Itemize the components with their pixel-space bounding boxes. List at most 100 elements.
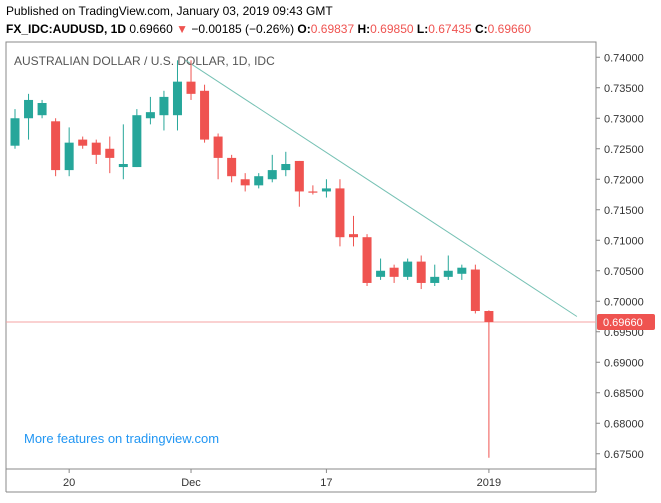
price-tick-label: 0.74000 — [604, 52, 644, 64]
candle — [430, 264, 440, 286]
time-tick-label: Dec — [181, 477, 201, 489]
price-tick-label: 0.70500 — [604, 266, 644, 278]
candle — [267, 154, 277, 183]
open-label: O: — [297, 22, 311, 36]
candle — [470, 264, 480, 314]
candle-body — [321, 188, 331, 192]
candle — [159, 90, 169, 131]
instrument-title: AUSTRALIAN DOLLAR / U.S. DOLLAR, 1D, IDC — [14, 54, 275, 68]
price-tick-label: 0.71500 — [604, 205, 644, 217]
close-value: 0.69660 — [487, 22, 532, 36]
price-tick-label: 0.67500 — [604, 449, 644, 461]
candle-body — [145, 112, 155, 119]
candle — [51, 118, 61, 177]
candle-body — [37, 103, 47, 116]
last-price-label: 0.69660 — [597, 313, 655, 330]
candle-body — [227, 157, 237, 177]
time-tick-label: 17 — [320, 477, 332, 489]
low-value: 0.67435 — [428, 22, 472, 36]
candle-body — [281, 164, 291, 171]
candle — [37, 99, 47, 119]
candles-group — [10, 60, 494, 458]
candle — [64, 127, 74, 177]
time-axis-ticks: 20 Dec 17 2019 — [63, 469, 501, 489]
candle-body — [64, 142, 74, 171]
high-value: 0.69850 — [370, 22, 414, 36]
candle-body — [78, 139, 88, 146]
candle-body — [430, 276, 440, 283]
candle — [118, 124, 128, 180]
last-price-value: 0.69660 — [129, 22, 173, 36]
price-tick-label: 0.72000 — [604, 174, 644, 186]
down-arrow-icon: ▼ — [176, 22, 188, 36]
candle-body — [240, 179, 250, 186]
price-tick-label: 0.71000 — [604, 235, 644, 247]
price-tick-label: 0.72500 — [604, 144, 644, 156]
candle-body — [186, 81, 196, 94]
candle-body — [132, 115, 142, 168]
candle — [78, 136, 88, 149]
candle-body — [349, 234, 358, 238]
candle — [389, 264, 399, 283]
candle-body — [213, 136, 223, 158]
candle — [403, 258, 413, 280]
trendline[interactable] — [185, 59, 578, 317]
time-tick-label: 20 — [63, 477, 75, 489]
candle-body — [443, 270, 453, 277]
candle — [91, 139, 101, 164]
published-caption: Published on TradingView.com, January 03… — [6, 4, 333, 18]
symbol-label: FX_IDC:AUDUSD, 1D — [6, 22, 127, 36]
candle — [457, 264, 467, 280]
low-label: L: — [416, 22, 429, 36]
last-price-label-text: 0.69660 — [603, 317, 643, 329]
candle-body — [172, 81, 182, 116]
candle — [254, 173, 264, 189]
candle-body — [200, 90, 210, 140]
price-tick-label: 0.73500 — [604, 83, 644, 95]
tradingview-watermark[interactable]: More features on tradingview.com — [24, 431, 219, 446]
price-tick-label: 0.73000 — [604, 113, 644, 125]
symbol-ohlc-legend: FX_IDC:AUDUSD, 1D 0.69660 ▼ −0.00185 (−0… — [6, 22, 531, 36]
candle-body — [159, 96, 169, 116]
candle-body — [105, 148, 115, 158]
candle — [321, 179, 331, 198]
candle — [227, 154, 237, 183]
candle-body — [457, 267, 467, 274]
candle — [349, 215, 358, 247]
candle — [105, 136, 115, 174]
candle-body — [267, 170, 277, 180]
price-tick-label: 0.69000 — [604, 357, 644, 369]
candle — [172, 60, 182, 131]
candle — [376, 258, 386, 280]
candle-body — [294, 160, 304, 192]
candle — [186, 60, 196, 100]
candle-body — [308, 191, 318, 193]
candle-body — [335, 188, 345, 238]
candle-body — [118, 164, 128, 168]
candle — [10, 109, 20, 149]
price-tick-label: 0.68000 — [604, 418, 644, 430]
candle — [281, 151, 291, 177]
trendline-group[interactable] — [185, 59, 578, 317]
close-label: C: — [474, 22, 488, 36]
candle — [132, 109, 142, 168]
candle — [443, 255, 453, 280]
candle — [362, 234, 372, 286]
candle-body — [416, 261, 426, 283]
candle-body — [376, 270, 386, 277]
candle — [294, 160, 304, 207]
candle-body — [91, 142, 101, 155]
candle — [145, 96, 155, 125]
candle-body — [484, 311, 494, 322]
candle — [240, 173, 250, 192]
candle — [484, 310, 494, 458]
candle — [24, 93, 34, 140]
price-tick-label: 0.68500 — [604, 388, 644, 400]
open-value: 0.69837 — [310, 22, 355, 36]
candle-body — [362, 237, 372, 283]
time-tick-label: 2019 — [477, 477, 501, 489]
candle-body — [254, 176, 264, 186]
candle — [200, 84, 210, 143]
change-value: −0.00185 (−0.26%) — [191, 22, 295, 36]
